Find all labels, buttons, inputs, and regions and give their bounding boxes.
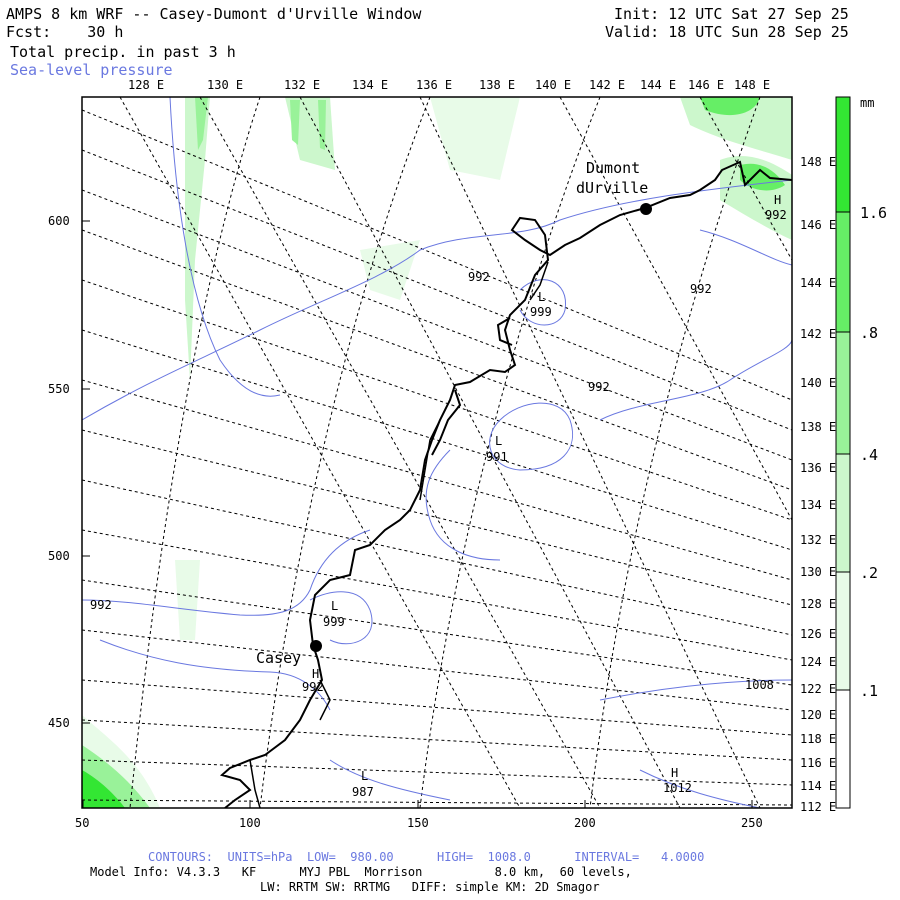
contour-label: 1012	[663, 781, 692, 795]
plot-frame	[81, 96, 793, 809]
top-lon-label: 136 E	[416, 78, 453, 92]
right-lon-label: 112 E	[800, 800, 837, 814]
legend-label: .8	[860, 324, 879, 342]
pressure-center-low: L	[361, 769, 369, 783]
right-lon-label: 138 E	[800, 420, 837, 434]
x-tick-label: 50	[75, 816, 90, 830]
right-lon-label: 136 E	[800, 461, 837, 475]
top-lon-label: 146 E	[688, 78, 725, 92]
right-lon-label: 118 E	[800, 732, 837, 746]
contour-field-name: Sea-level pressure	[10, 61, 173, 79]
top-lon-label: 130 E	[207, 78, 244, 92]
right-lon-label: 144 E	[800, 276, 837, 290]
right-lon-label: 114 E	[800, 779, 837, 793]
contour-label: 992	[90, 598, 112, 612]
contour-label: 992	[765, 208, 787, 222]
pressure-center-low: L	[495, 434, 503, 448]
legend-label: .4	[860, 446, 879, 464]
contour-label: 992	[302, 680, 324, 694]
legend-colorbar	[835, 96, 851, 809]
station-dumont-label: Dumont	[586, 159, 641, 177]
top-lon-label: 142 E	[589, 78, 626, 92]
pressure-center-low: L	[331, 599, 339, 613]
graticule	[82, 97, 792, 808]
contour-label: 992	[468, 270, 490, 284]
valid-time: Valid: 18 UTC Sun 28 Sep 25	[605, 23, 849, 41]
right-lon-label: 122 E	[800, 682, 837, 696]
contour-label: 991	[486, 450, 508, 464]
right-lon-label: 130 E	[800, 565, 837, 579]
legend-label: .1	[860, 682, 879, 700]
contour-label: 999	[530, 305, 552, 319]
top-lon-label: 134 E	[352, 78, 389, 92]
top-lon-label: 140 E	[535, 78, 572, 92]
station-durville-label: dUrville	[576, 179, 649, 197]
pressure-center-low: L	[538, 290, 546, 304]
contour-label: 987	[352, 785, 374, 799]
top-lon-label: 132 E	[284, 78, 321, 92]
right-lon-label: 146 E	[800, 218, 837, 232]
x-tick-label: 200	[574, 816, 596, 830]
pressure-center-high: H	[774, 193, 782, 207]
right-lon-label: 132 E	[800, 533, 837, 547]
y-tick-label: 450	[48, 716, 70, 730]
forecast-hour: Fcst: 30 h	[6, 23, 124, 41]
station-casey-marker	[310, 640, 322, 652]
axis-ticks	[82, 220, 753, 808]
pressure-center-high: H	[671, 766, 679, 780]
model-info: Model Info: V4.3.3 KF MYJ PBL Morrison 8…	[90, 865, 632, 879]
legend-label: .2	[860, 564, 879, 582]
right-lon-label: 120 E	[800, 708, 837, 722]
top-lon-label: 148 E	[734, 78, 771, 92]
station-casey-label: Casey	[256, 649, 302, 667]
right-lon-label: 116 E	[800, 756, 837, 770]
y-tick-label: 600	[48, 214, 70, 228]
right-lon-label: 140 E	[800, 376, 837, 390]
slp-contours	[82, 97, 792, 808]
x-tick-label: 150	[407, 816, 429, 830]
x-tick-label: 250	[741, 816, 763, 830]
y-tick-label: 550	[48, 382, 70, 396]
precip-shading	[82, 97, 792, 808]
right-lon-label: 124 E	[800, 655, 837, 669]
map-title: AMPS 8 km WRF -- Casey-Dumont d'Urville …	[6, 5, 422, 23]
pressure-center-high: H	[312, 667, 320, 681]
x-tick-label: 100	[239, 816, 261, 830]
physics-info: LW: RRTM SW: RRTMG DIFF: simple KM: 2D S…	[260, 880, 600, 894]
right-lon-label: 142 E	[800, 327, 837, 341]
right-lon-label: 126 E	[800, 627, 837, 641]
contour-label: 999	[323, 615, 345, 629]
station-dumont-durville-marker	[640, 203, 652, 215]
contour-info: CONTOURS: UNITS=hPa LOW= 980.00 HIGH= 10…	[148, 850, 705, 864]
top-lon-label: 138 E	[479, 78, 516, 92]
contour-label: 992	[588, 380, 610, 394]
right-lon-label: 134 E	[800, 498, 837, 512]
legend-unit: mm	[860, 96, 875, 110]
right-lon-label: 148 E	[800, 155, 837, 169]
top-lon-label: 128 E	[128, 78, 165, 92]
init-time: Init: 12 UTC Sat 27 Sep 25	[614, 5, 849, 23]
legend-label: 1.6	[860, 204, 888, 222]
y-tick-label: 500	[48, 549, 70, 563]
contour-label: 1008	[745, 678, 774, 692]
contour-label: 992	[690, 282, 712, 296]
field-name: Total precip. in past 3 h	[10, 43, 236, 61]
right-lon-label: 128 E	[800, 597, 837, 611]
top-lon-label: 144 E	[640, 78, 677, 92]
